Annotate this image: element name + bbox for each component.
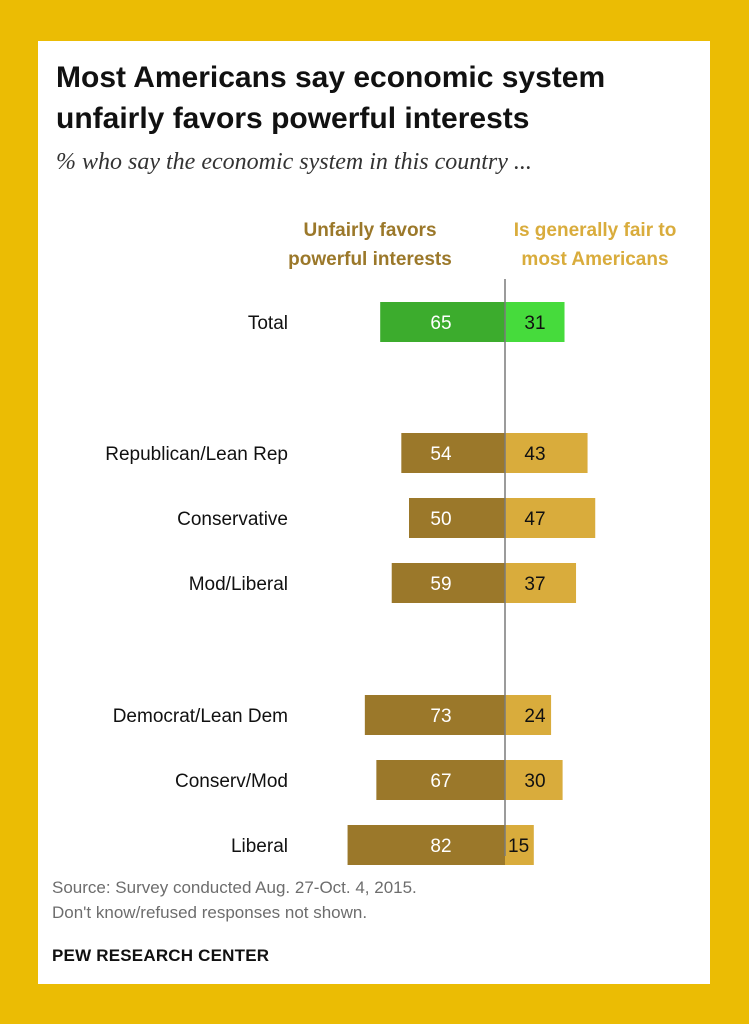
category-label-5: Conserv/Mod (175, 771, 288, 792)
legend-left-line-2: powerful interests (288, 249, 452, 270)
value-label-unfair-0: 65 (430, 313, 451, 334)
legend-left-line-1: Unfairly favors (303, 220, 436, 241)
value-label-unfair-3: 59 (430, 574, 451, 595)
bar-unfair-3 (391, 563, 505, 603)
value-label-fair-1: 43 (524, 444, 545, 465)
source-note: Source: Survey conducted Aug. 27-Oct. 4,… (52, 875, 417, 925)
bar-fair-0 (505, 302, 565, 342)
category-label-2: Conservative (177, 509, 288, 530)
value-label-fair-3: 37 (524, 574, 545, 595)
value-label-fair-0: 31 (524, 313, 545, 334)
bar-unfair-1 (401, 433, 505, 473)
bar-unfair-5 (376, 760, 505, 800)
value-label-unfair-4: 73 (430, 706, 451, 727)
bar-fair-1 (505, 433, 588, 473)
source-line-1: Source: Survey conducted Aug. 27-Oct. 4,… (52, 878, 417, 897)
bar-fair-4 (505, 695, 552, 735)
diverging-bar-chart: Unfairly favors powerful interests Is gene… (105, 220, 677, 865)
category-label-0: Total (248, 313, 288, 334)
bar-fair-5 (505, 760, 563, 800)
pew-research-center-logo: PEW RESEARCH CENTER (52, 946, 270, 965)
value-label-unfair-5: 67 (430, 771, 451, 792)
legend-right-line-1: Is generally fair to (514, 220, 677, 241)
bar-unfair-6 (347, 825, 505, 865)
chart-title: Most Americans say economic system unfai… (56, 57, 696, 139)
bar-unfair-0 (380, 302, 505, 342)
bar-unfair-4 (364, 695, 505, 735)
chart-subtitle: % who say the economic system in this co… (56, 149, 532, 175)
category-label-3: Mod/Liberal (189, 574, 288, 595)
chart-card: Most Americans say economic system unfai… (38, 41, 710, 984)
bar-fair-3 (505, 563, 577, 603)
bar-unfair-2 (409, 498, 505, 538)
value-label-unfair-6: 82 (430, 836, 451, 857)
bar-fair-2 (505, 498, 596, 538)
legend-right-line-2: most Americans (521, 249, 668, 270)
value-label-unfair-1: 54 (430, 444, 452, 465)
category-label-1: Republican/Lean Rep (105, 444, 288, 465)
title-line-1: Most Americans say economic system (56, 61, 606, 94)
category-label-4: Democrat/Lean Dem (113, 706, 288, 727)
value-label-fair-6: 15 (508, 836, 529, 857)
value-label-fair-5: 30 (524, 771, 545, 792)
title-line-2: unfairly favors powerful interests (56, 102, 530, 135)
bar-fair-6 (505, 825, 534, 865)
value-label-unfair-2: 50 (430, 509, 451, 530)
source-line-2: Don't know/refused responses not shown. (52, 903, 368, 922)
value-label-fair-4: 24 (524, 706, 546, 727)
category-label-6: Liberal (231, 836, 288, 857)
value-label-fair-2: 47 (524, 509, 545, 530)
